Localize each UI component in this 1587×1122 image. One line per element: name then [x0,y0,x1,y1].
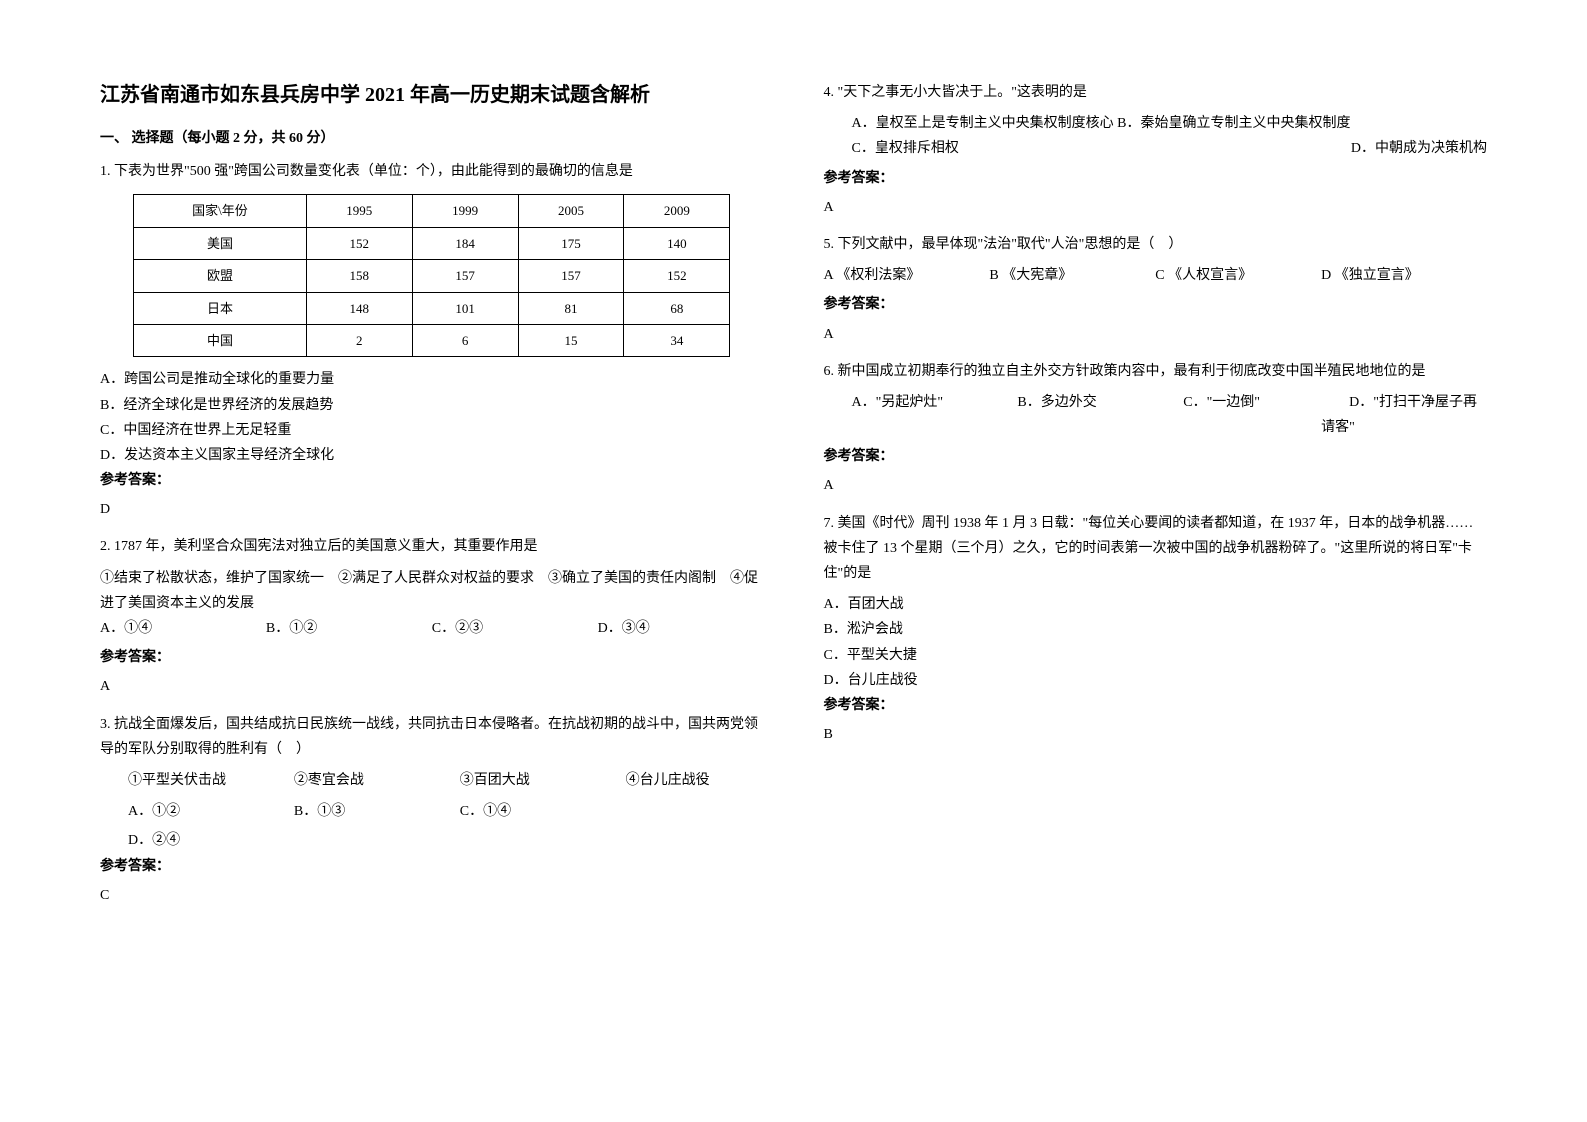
question-6: 6. 新中国成立初期奉行的独立自主外交方针政策内容中，最有利于彻底改变中国半殖民… [824,359,1488,499]
q4-optA: A．皇权至上是专制主义中央集权制度核心 [852,116,1114,131]
q1-table: 国家\年份 1995 1999 2005 2009 美国 152 184 175… [133,194,730,357]
table-cell: 美国 [134,227,307,259]
q4-optC: C．皇权排斥相权 [824,136,1156,161]
q7-text: 7. 美国《时代》周刊 1938 年 1 月 3 日载："每位关心要闻的读者都知… [824,511,1488,587]
answer-label: 参考答案： [824,444,1488,469]
q5-answer: A [824,322,1488,347]
table-cell: 2 [306,324,412,356]
table-cell: 184 [412,227,518,259]
q4-answer: A [824,195,1488,220]
table-cell: 34 [624,324,730,356]
question-1: 1. 下表为世界"500 强"跨国公司数量变化表（单位：个），由此能得到的最确切… [100,159,764,522]
table-cell: 6 [412,324,518,356]
q7-optA: A．百团大战 [824,592,1488,617]
q5-optD: D 《独立宣言》 [1321,263,1487,288]
q2-optA: A．①④ [100,616,266,641]
table-cell: 140 [624,227,730,259]
q1-optD: D．发达资本主义国家主导经济全球化 [100,443,764,468]
q5-optA: A 《权利法案》 [824,263,990,288]
q2-answer: A [100,674,764,699]
q3-sub2: ②枣宜会战 [266,768,432,793]
q3-optD: D．②④ [100,828,764,853]
q1-answer: D [100,497,764,522]
q7-optD: D．台儿庄战役 [824,668,1488,693]
q2-subtext: ①结束了松散状态，维护了国家统一 ②满足了人民群众对权益的要求 ③确立了美国的责… [100,566,764,616]
table-cell: 158 [306,260,412,292]
table-cell: 国家\年份 [134,195,307,227]
q3-optB: B．①③ [266,799,432,824]
q4-optB: B．秦始皇确立专制主义中央集权制度 [1117,116,1350,131]
left-column: 江苏省南通市如东县兵房中学 2021 年高一历史期末试题含解析 一、 选择题（每… [100,80,764,1042]
table-cell: 欧盟 [134,260,307,292]
answer-label: 参考答案： [824,693,1488,718]
right-column: 4. "天下之事无小大皆决于上。"这表明的是 A．皇权至上是专制主义中央集权制度… [824,80,1488,1042]
question-7: 7. 美国《时代》周刊 1938 年 1 月 3 日载："每位关心要闻的读者都知… [824,511,1488,748]
table-cell: 2005 [518,195,624,227]
q1-optC: C．中国经济在世界上无足轻重 [100,418,764,443]
q6-answer: A [824,473,1488,498]
q5-optB: B 《大宪章》 [989,263,1155,288]
q2-optD: D．③④ [598,616,764,641]
q3-text: 3. 抗战全面爆发后，国共结成抗日民族统一战线，共同抗击日本侵略者。在抗战初期的… [100,712,764,762]
table-cell: 175 [518,227,624,259]
answer-label: 参考答案： [100,854,764,879]
q3-sub4: ④台儿庄战役 [598,768,764,793]
q3-sub1: ①平型关伏击战 [100,768,266,793]
table-cell: 中国 [134,324,307,356]
q1-optB: B．经济全球化是世界经济的发展趋势 [100,393,764,418]
q3-sub3: ③百团大战 [432,768,598,793]
question-4: 4. "天下之事无小大皆决于上。"这表明的是 A．皇权至上是专制主义中央集权制度… [824,80,1488,220]
table-cell: 148 [306,292,412,324]
q6-optD: D．"打扫干净屋子再请客" [1321,390,1487,440]
q7-optC: C．平型关大捷 [824,643,1488,668]
q2-optC: C．②③ [432,616,598,641]
q3-answer: C [100,883,764,908]
table-cell: 68 [624,292,730,324]
table-cell: 81 [518,292,624,324]
q2-text: 2. 1787 年，美利坚合众国宪法对独立后的美国意义重大，其重要作用是 [100,534,764,559]
q7-optB: B．淞沪会战 [824,617,1488,642]
q2-optB: B．①② [266,616,432,641]
q4-optD: D．中朝成为决策机构 [1155,136,1487,161]
q4-text: 4. "天下之事无小大皆决于上。"这表明的是 [824,80,1488,105]
answer-label: 参考答案： [100,645,764,670]
q5-optC: C 《人权宣言》 [1155,263,1321,288]
table-cell: 157 [412,260,518,292]
table-cell: 152 [624,260,730,292]
table-cell: 152 [306,227,412,259]
table-cell: 15 [518,324,624,356]
answer-label: 参考答案： [824,292,1488,317]
q3-optD [598,799,764,824]
question-5: 5. 下列文献中，最早体现"法治"取代"人治"思想的是（ ） A 《权利法案》 … [824,232,1488,347]
table-cell: 101 [412,292,518,324]
q6-optB: B．多边外交 [989,390,1155,440]
q6-text: 6. 新中国成立初期奉行的独立自主外交方针政策内容中，最有利于彻底改变中国半殖民… [824,359,1488,384]
table-cell: 1999 [412,195,518,227]
answer-label: 参考答案： [824,166,1488,191]
q5-text: 5. 下列文献中，最早体现"法治"取代"人治"思想的是（ ） [824,232,1488,257]
table-cell: 2009 [624,195,730,227]
table-cell: 日本 [134,292,307,324]
q1-optA: A．跨国公司是推动全球化的重要力量 [100,367,764,392]
q3-optA: A．①② [100,799,266,824]
page-title: 江苏省南通市如东县兵房中学 2021 年高一历史期末试题含解析 [100,80,764,110]
section-heading: 一、 选择题（每小题 2 分，共 60 分） [100,126,764,151]
table-cell: 1995 [306,195,412,227]
q6-optC: C．"一边倒" [1155,390,1321,440]
table-cell: 157 [518,260,624,292]
question-3: 3. 抗战全面爆发后，国共结成抗日民族统一战线，共同抗击日本侵略者。在抗战初期的… [100,712,764,908]
answer-label: 参考答案： [100,468,764,493]
q7-answer: B [824,722,1488,747]
question-2: 2. 1787 年，美利坚合众国宪法对独立后的美国意义重大，其重要作用是 ①结束… [100,534,764,699]
q3-optC: C．①④ [432,799,598,824]
q6-optA: A．"另起炉灶" [824,390,990,440]
q1-text: 1. 下表为世界"500 强"跨国公司数量变化表（单位：个），由此能得到的最确切… [100,159,764,184]
